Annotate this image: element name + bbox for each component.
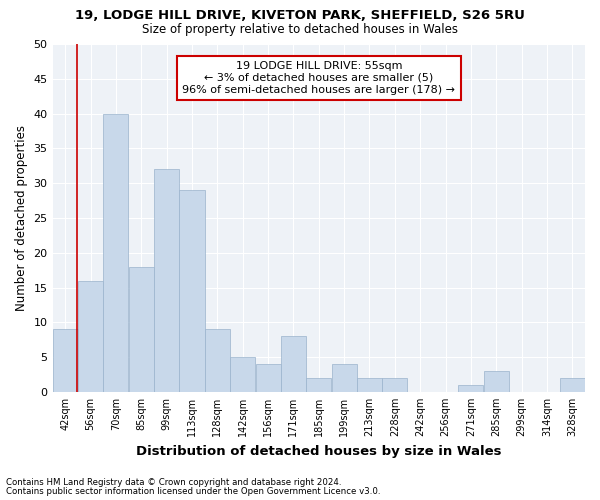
- Bar: [332, 364, 356, 392]
- Y-axis label: Number of detached properties: Number of detached properties: [15, 125, 28, 311]
- Bar: [560, 378, 585, 392]
- Bar: [154, 170, 179, 392]
- Text: Contains public sector information licensed under the Open Government Licence v3: Contains public sector information licen…: [6, 486, 380, 496]
- Bar: [53, 330, 78, 392]
- Bar: [129, 266, 154, 392]
- Bar: [306, 378, 331, 392]
- Bar: [78, 280, 103, 392]
- Text: 19 LODGE HILL DRIVE: 55sqm
← 3% of detached houses are smaller (5)
96% of semi-d: 19 LODGE HILL DRIVE: 55sqm ← 3% of detac…: [182, 62, 455, 94]
- Bar: [230, 357, 255, 392]
- Bar: [205, 330, 230, 392]
- Bar: [179, 190, 205, 392]
- X-axis label: Distribution of detached houses by size in Wales: Distribution of detached houses by size …: [136, 444, 502, 458]
- Bar: [484, 371, 509, 392]
- Bar: [357, 378, 382, 392]
- Text: 19, LODGE HILL DRIVE, KIVETON PARK, SHEFFIELD, S26 5RU: 19, LODGE HILL DRIVE, KIVETON PARK, SHEF…: [75, 9, 525, 22]
- Bar: [103, 114, 128, 392]
- Text: Contains HM Land Registry data © Crown copyright and database right 2024.: Contains HM Land Registry data © Crown c…: [6, 478, 341, 487]
- Bar: [458, 385, 484, 392]
- Bar: [256, 364, 281, 392]
- Text: Size of property relative to detached houses in Wales: Size of property relative to detached ho…: [142, 22, 458, 36]
- Bar: [382, 378, 407, 392]
- Bar: [281, 336, 306, 392]
